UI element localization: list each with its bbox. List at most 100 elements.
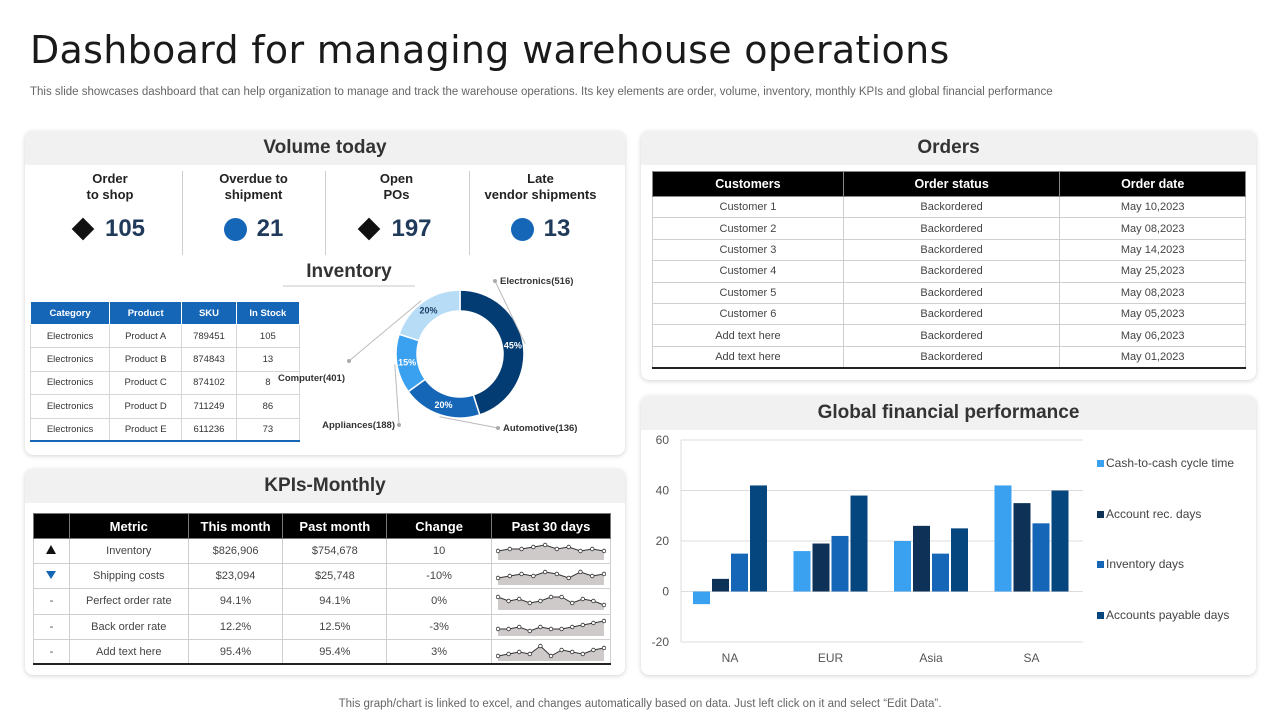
cell: Electronics: [29, 394, 111, 419]
cell: Product B: [109, 347, 183, 372]
sparkline-point: [580, 597, 585, 602]
metric-cell: Inventory: [68, 537, 189, 565]
x-tick-label: Asia: [919, 651, 943, 665]
volume-value: 197: [391, 215, 432, 242]
past-month-cell: 95.4%: [282, 638, 388, 666]
sparkline-point: [601, 645, 606, 650]
legend-swatch: [1097, 510, 1104, 518]
sparkline-point: [559, 626, 564, 631]
cell: May 06,2023: [1059, 324, 1246, 347]
cell: Electronics: [29, 370, 111, 396]
table-row: Electronics Product A 789451 105: [29, 323, 301, 349]
legend-label: Inventory days: [1106, 557, 1185, 571]
leader-dot: [397, 423, 401, 427]
dash-icon: -: [33, 588, 70, 615]
bar: [812, 543, 830, 592]
diamond-icon: [71, 217, 95, 241]
sparkline-point: [569, 649, 575, 654]
cell: Customer 4: [652, 260, 844, 283]
cell: Backordered: [842, 324, 1061, 347]
metric-cell: Perfect order rate: [68, 588, 189, 615]
sparkline-point: [527, 628, 532, 633]
y-tick-label: 20: [656, 534, 670, 548]
bar: [932, 553, 949, 592]
sparkline-point: [507, 574, 512, 579]
slice-category-label: Automotive(136): [503, 423, 577, 434]
sparkline-point: [496, 595, 501, 600]
sparkline-point: [591, 620, 596, 625]
cell: Backordered: [842, 302, 1061, 326]
circle-icon: [223, 217, 247, 241]
bar: [951, 528, 968, 592]
sparkline-point: [559, 647, 564, 652]
cell: Backordered: [842, 345, 1061, 369]
column-header: Past 30 days: [491, 513, 611, 539]
bar: [731, 553, 748, 592]
bar: [850, 495, 868, 592]
cell: Backordered: [842, 238, 1061, 262]
cell: Add text here: [652, 324, 844, 347]
slice-category-label: Appliances(188): [322, 420, 395, 431]
slice-percent-label: 15%: [398, 357, 416, 367]
volume-item-order-to-shop: Order to shop 105: [39, 171, 181, 255]
sparkline-point: [601, 548, 606, 554]
change-cell: -10%: [386, 563, 492, 590]
sparkline-point: [554, 546, 560, 552]
legend-swatch: [1097, 611, 1104, 619]
x-tick-label: NA: [722, 651, 739, 665]
sparkline-point: [566, 576, 571, 581]
sparkline-point: [496, 548, 501, 554]
cell: Backordered: [842, 217, 1061, 240]
bar: [793, 551, 811, 592]
orders-table: Customers Order status Order date Custom…: [652, 171, 1246, 369]
cell: Add text here: [652, 345, 844, 369]
sparkline-point: [542, 570, 548, 575]
volume-item-late-vendor: Late vendor shipments 13: [469, 171, 611, 255]
bar: [1032, 523, 1050, 592]
table-row: Customer 4 Backordered May 25,2023: [652, 260, 1246, 283]
cell: May 10,2023: [1059, 195, 1246, 219]
table-row: Customer 3 Backordered May 14,2023: [652, 238, 1246, 262]
donut-slice: [459, 289, 525, 416]
leader-dot: [496, 426, 500, 430]
column-header: Metric: [68, 513, 189, 539]
sparkline-point: [601, 572, 606, 577]
metric-cell: Back order rate: [68, 613, 189, 640]
table-row: Customer 6 Backordered May 05,2023: [652, 302, 1246, 326]
sparkline-chart: [496, 595, 606, 611]
volume-label: Order to shop: [86, 171, 134, 202]
sparkline-point: [548, 595, 554, 600]
sparkline-point: [590, 546, 595, 552]
sparkline-point: [591, 647, 596, 652]
page-subtitle: This slide showcases dashboard that can …: [30, 86, 1053, 98]
sparkline-point: [548, 653, 554, 658]
sparkline-point: [531, 574, 536, 579]
sparkline-area: [498, 572, 604, 586]
sparkline-point: [538, 624, 543, 629]
inventory-title: Inventory: [283, 261, 415, 287]
cell: 86: [235, 394, 301, 419]
sparkline-point: [506, 599, 511, 604]
sparkline-area: [498, 645, 604, 661]
orders-card: Orders Customers Order status Order date…: [641, 131, 1256, 380]
cell: Customer 1: [652, 195, 844, 219]
cell: 105: [235, 323, 301, 349]
circle-icon: [510, 217, 534, 241]
diamond-icon: [358, 217, 381, 241]
sparkline-point: [601, 603, 606, 608]
bar: [894, 541, 911, 592]
y-tick-label: -20: [652, 635, 670, 649]
sparkline-chart: [496, 618, 606, 636]
orders-title: Orders: [641, 131, 1256, 165]
column-header: SKU: [181, 301, 237, 325]
table-row: Add text here Backordered May 06,2023: [652, 324, 1246, 347]
sparkline-point: [506, 626, 511, 631]
this-month-cell: $23,094: [187, 563, 284, 590]
this-month-cell: $826,906: [187, 537, 284, 565]
financial-card: Global financial performance 60 40 20 0 -20 N…: [641, 396, 1256, 675]
donut-slice: [395, 333, 427, 393]
volume-card: Volume today Order to shop 105 Overdue t…: [25, 131, 625, 455]
metric-cell: Shipping costs: [68, 563, 189, 590]
table-row: Shipping costs $23,094 $25,748 -10%: [33, 563, 611, 590]
leader-dot: [347, 359, 351, 363]
